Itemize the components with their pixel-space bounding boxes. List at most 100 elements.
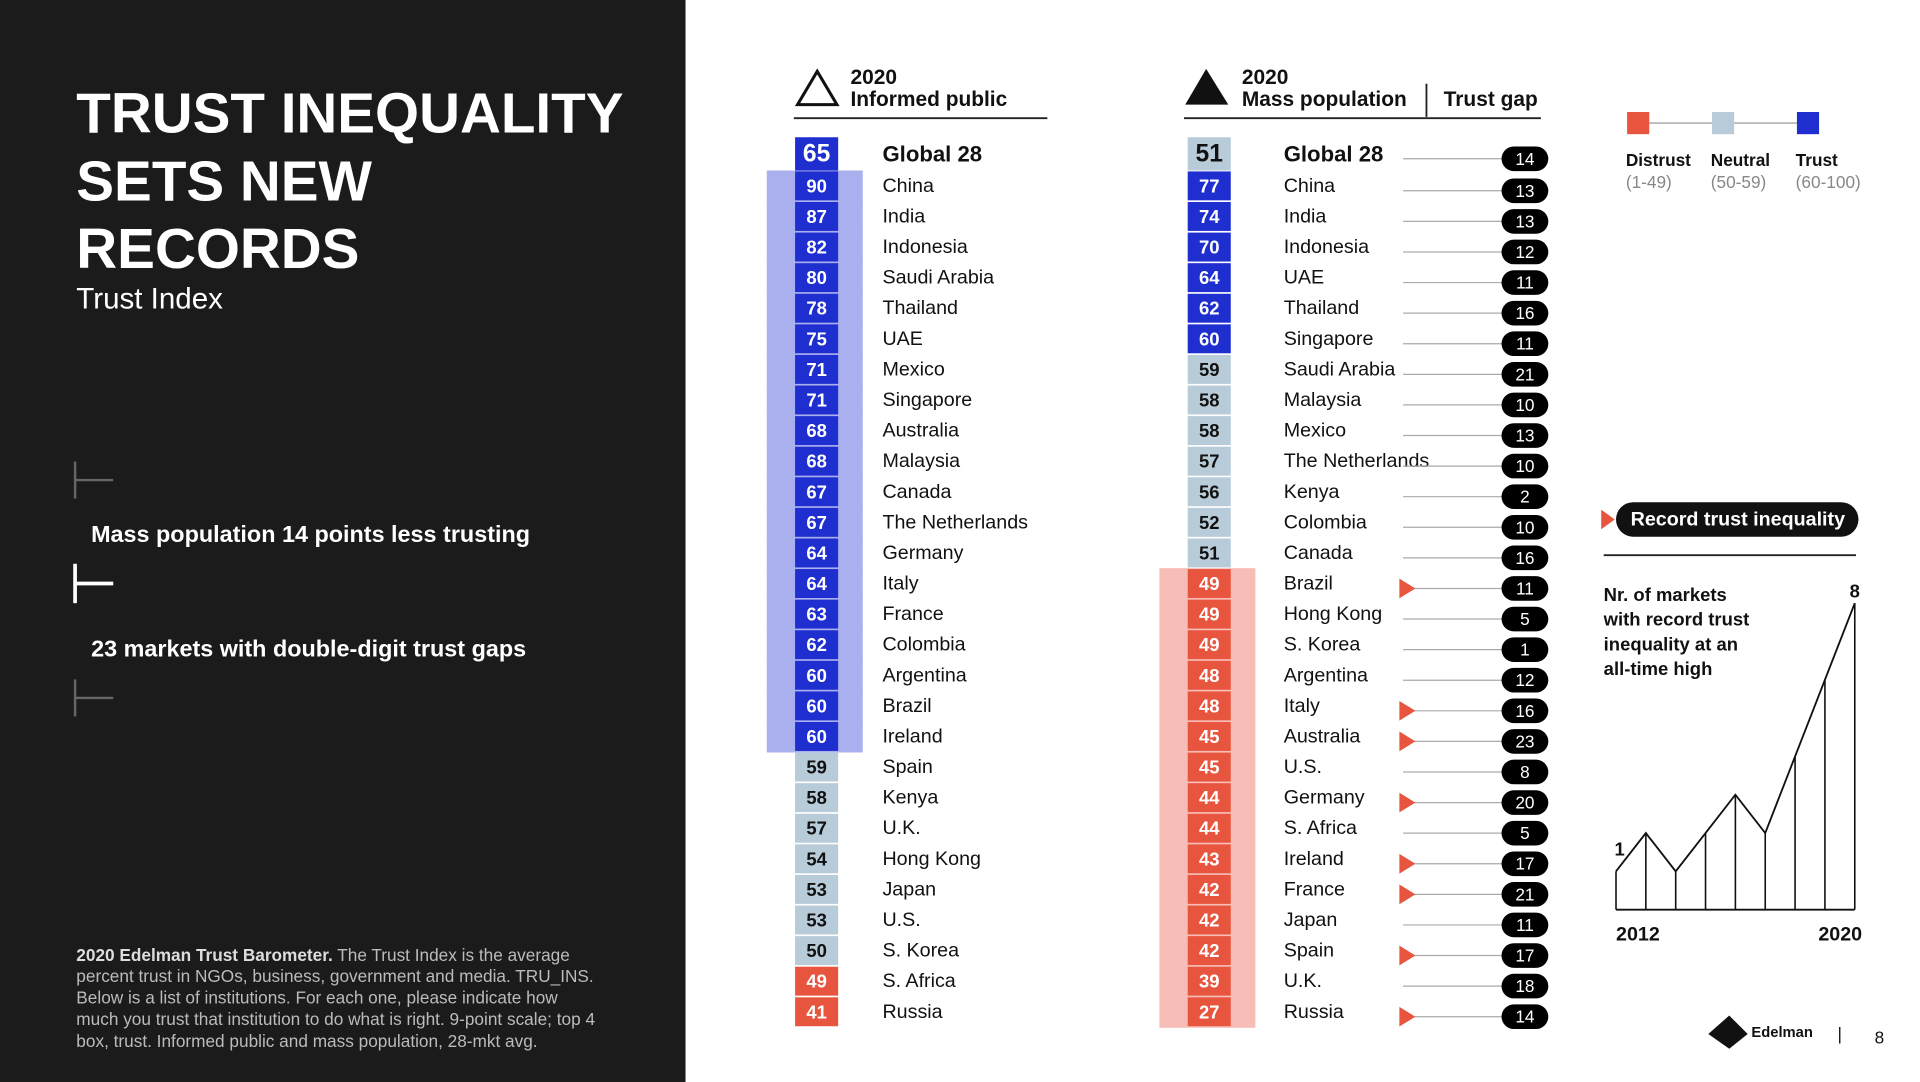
value-label: 42 (1199, 910, 1220, 931)
value-box (795, 752, 839, 782)
gap-pill (1501, 300, 1549, 326)
country-label: S. Africa (882, 970, 955, 992)
gap-label: 23 (1515, 731, 1534, 751)
value-box (1187, 660, 1231, 690)
gap-pill (1501, 667, 1549, 693)
value-label: 62 (1199, 298, 1220, 319)
gap-label: 12 (1515, 670, 1534, 690)
gap-label: 13 (1515, 211, 1534, 231)
value-box (795, 783, 839, 813)
country-label: Thailand (1284, 297, 1360, 319)
value-box (795, 385, 839, 415)
record-marker (1399, 884, 1416, 905)
left-panel (0, 0, 686, 1082)
country-label: Kenya (882, 787, 938, 809)
value-label: 50 (806, 940, 827, 961)
value-box (1187, 354, 1231, 384)
gap-pill (1501, 820, 1549, 846)
country-label: Spain (1284, 940, 1334, 962)
gap-label: 18 (1515, 976, 1534, 996)
country-label: Brazil (882, 695, 931, 717)
country-label: Malaysia (1284, 389, 1362, 411)
country-label: Singapore (1284, 328, 1374, 350)
sparkline-title: all-time high (1604, 658, 1713, 679)
title: RECORDS (76, 217, 359, 280)
value-box (1187, 813, 1231, 843)
footnote: 2020 Edelman Trust Barometer. The Trust … (76, 945, 570, 965)
value-label: 82 (806, 237, 827, 258)
country-label: Japan (1284, 909, 1338, 931)
value-box (795, 171, 839, 201)
country-label: Colombia (1284, 511, 1367, 533)
value-label: 87 (806, 206, 827, 227)
gap-pill (1501, 146, 1549, 172)
value-label: 39 (1199, 971, 1220, 992)
country-label: U.S. (882, 909, 920, 931)
value-box (795, 997, 839, 1027)
gap-pill (1501, 362, 1549, 387)
legend-swatch (1796, 112, 1820, 135)
country-label: Singapore (882, 389, 972, 411)
value-box (795, 354, 839, 384)
value-label: 71 (806, 389, 827, 410)
value-label: 45 (1199, 757, 1220, 778)
country-label: U.S. (1284, 756, 1322, 778)
value-label: 49 (806, 971, 827, 992)
country-label: U.K. (882, 817, 920, 839)
value-label: 67 (806, 481, 827, 502)
value-box (795, 966, 839, 996)
value-box (1187, 446, 1231, 476)
value-box (1187, 874, 1231, 904)
value-box (795, 324, 839, 354)
gap-label: 13 (1515, 181, 1534, 201)
gap-pill (1501, 270, 1549, 295)
gap-label: 14 (1515, 1007, 1535, 1027)
value-box (795, 660, 839, 690)
value-box (1187, 137, 1231, 171)
value-box (795, 477, 839, 507)
value-box (1187, 293, 1231, 323)
value-box (795, 137, 839, 171)
value-label: 67 (806, 512, 827, 533)
value-label: 60 (806, 726, 827, 747)
country-label: Russia (882, 1001, 942, 1023)
gap-pill (1501, 209, 1549, 234)
value-box (795, 446, 839, 476)
country-label: Canada (1284, 542, 1353, 564)
value-box (795, 874, 839, 904)
header-label: Informed public (850, 88, 1007, 111)
value-label: 49 (1199, 573, 1220, 594)
gap-label: 20 (1515, 793, 1534, 813)
country-label: Brazil (1284, 573, 1333, 595)
record-label: Record trust inequality (1631, 508, 1845, 530)
gap-pill (1501, 790, 1549, 815)
country-label: Ireland (1284, 848, 1344, 870)
gap-pill (1501, 882, 1549, 907)
country-label: Global 28 (882, 141, 982, 166)
gap-label: 11 (1516, 578, 1534, 598)
sparkline-x-label: 2012 (1616, 923, 1660, 945)
country-label: UAE (882, 328, 922, 350)
record-marker (1399, 700, 1416, 721)
gap-label: 16 (1515, 548, 1534, 568)
legend-range: (1-49) (1626, 172, 1672, 192)
gap-label: 17 (1515, 854, 1534, 874)
gap-pill (1501, 1004, 1549, 1030)
value-box (795, 630, 839, 660)
footnote-text: The Trust Index is the average (333, 945, 570, 965)
value-box (1187, 936, 1231, 966)
value-label: 42 (1199, 879, 1220, 900)
legend-swatch (1712, 112, 1735, 135)
footnote: Below is a list of institutions. For eac… (76, 988, 558, 1008)
value-label: 58 (1199, 420, 1220, 441)
value-box (1187, 538, 1231, 568)
title: SETS NEW (76, 149, 372, 212)
gap-label: 13 (1515, 426, 1534, 446)
sparkline-title: with record trust (1603, 609, 1750, 630)
gap-pill (1501, 484, 1549, 509)
country-label: Russia (1284, 1001, 1344, 1023)
value-box (1187, 263, 1231, 293)
country-label: Argentina (1284, 664, 1368, 686)
country-label: Canada (882, 481, 951, 503)
